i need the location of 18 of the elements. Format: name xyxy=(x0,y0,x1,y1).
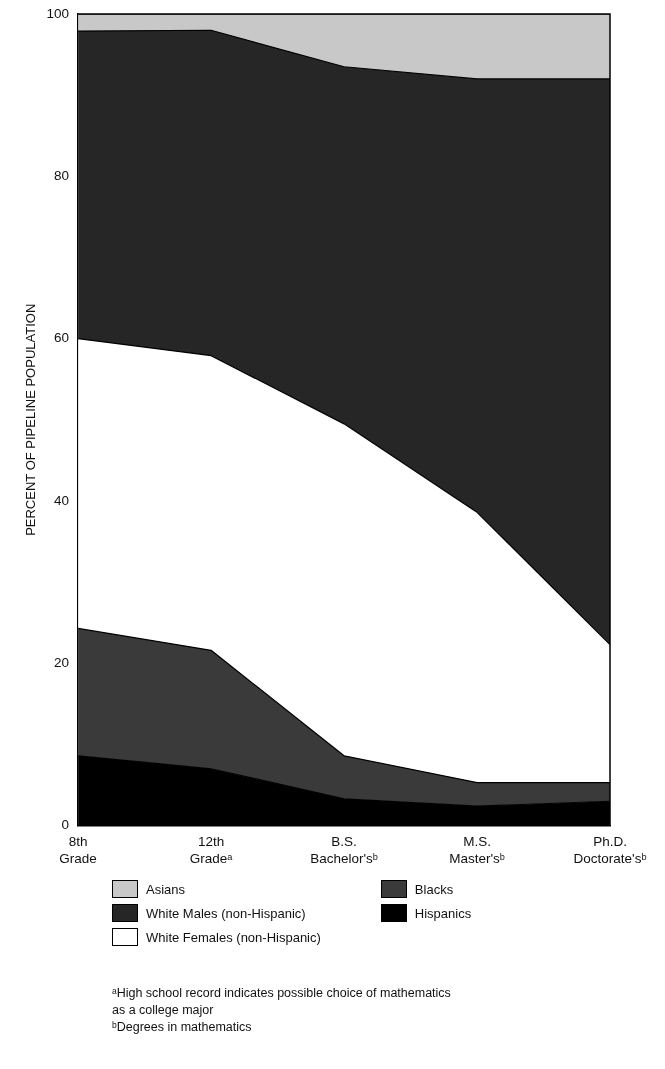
legend-label: Asians xyxy=(146,881,186,897)
x-tick-label: 12th Gradeᵃ xyxy=(189,834,234,866)
y-tick-label: 40 xyxy=(54,492,70,508)
text: ᵇDegrees in mathematics xyxy=(112,1018,253,1036)
y-tick-label: 80 xyxy=(54,168,70,184)
x-tick-label: Ph.D. Doctorate'sᵇ xyxy=(573,834,647,866)
y-axis-title: PERCENT OF PIPELINE POPULATION xyxy=(23,303,39,536)
x-tick-label: B.S. Bachelor'sᵇ xyxy=(310,834,378,866)
legend-label: White Females (non-Hispanic) xyxy=(146,929,321,945)
legend-label: Hispanics xyxy=(414,905,472,921)
y-tick-label: 20 xyxy=(54,655,70,670)
y-tick-label: 0 xyxy=(61,817,70,833)
x-tick-label: 8th Grade xyxy=(59,834,97,866)
legend-label: Blacks xyxy=(414,881,454,897)
x-tick-label: M.S. Master'sᵇ xyxy=(449,834,505,866)
legend-label: White Males (non-Hispanic) xyxy=(146,905,306,921)
y-tick-label: 60 xyxy=(54,330,70,346)
y-tick-label: 100 xyxy=(46,5,70,21)
